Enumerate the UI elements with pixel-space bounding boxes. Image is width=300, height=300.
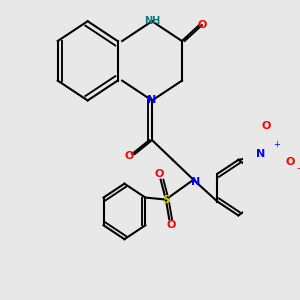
Text: N: N (147, 95, 157, 106)
Text: O: O (198, 20, 207, 30)
Text: O: O (285, 157, 295, 167)
Text: S: S (162, 194, 170, 205)
Text: NH: NH (144, 16, 160, 26)
Text: O: O (125, 151, 134, 161)
Text: O: O (261, 121, 271, 131)
Text: N: N (256, 149, 266, 159)
Text: O: O (166, 220, 176, 230)
Text: -: - (297, 163, 300, 173)
Text: +: + (273, 140, 280, 148)
Text: N: N (190, 177, 200, 187)
Text: O: O (154, 169, 164, 179)
